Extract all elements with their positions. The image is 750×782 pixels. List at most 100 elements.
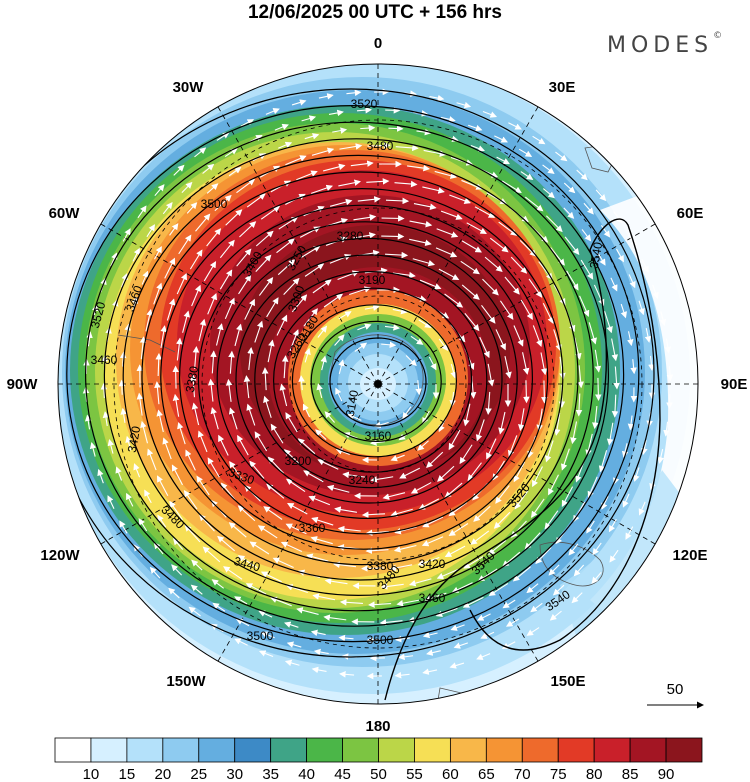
wind-vector (422, 516, 444, 528)
wind-vector (197, 430, 208, 453)
wind-vector (417, 556, 440, 567)
wind-vector (140, 420, 149, 444)
wind-vector (239, 221, 257, 238)
wind-vector (191, 402, 200, 426)
wind-vector (444, 482, 463, 499)
wind-vector (279, 383, 288, 407)
wind-vector (257, 525, 278, 539)
wind-vector (501, 180, 522, 193)
wind-vector (207, 292, 217, 315)
wind-vector (156, 409, 164, 433)
wind-vector (169, 500, 183, 521)
contour-label: 3190 (359, 273, 386, 287)
wind-vector (178, 234, 192, 255)
wind-vector (616, 248, 624, 263)
wind-vector (298, 375, 305, 391)
colorbar-swatch (126, 737, 164, 763)
wind-vector (389, 564, 413, 572)
wind-vector (243, 375, 251, 399)
wind-vector (548, 564, 560, 576)
wind-vector (581, 229, 592, 242)
wind-vector (549, 610, 562, 621)
wind-vector (237, 434, 249, 456)
wind-vector (461, 179, 483, 190)
wind-vector (518, 408, 525, 432)
wind-vector (436, 569, 459, 580)
wind-vector (338, 359, 345, 375)
wind-vector (502, 551, 521, 568)
wind-vector (451, 582, 473, 593)
wind-vector (338, 634, 354, 642)
wind-vector (240, 119, 255, 127)
longitude-label: 180 (365, 718, 390, 735)
wind-vector (470, 530, 490, 545)
wind-vector (220, 482, 236, 501)
wind-vector (102, 411, 110, 427)
wind-vector (366, 178, 390, 185)
wind-vector (504, 355, 512, 379)
wind-vector (514, 490, 529, 510)
wind-vector (115, 466, 123, 481)
wind-vector (202, 163, 215, 174)
colorbar-tick-label: 25 (190, 766, 207, 782)
wind-vector (310, 536, 333, 545)
wind-vector (519, 239, 537, 257)
wind-vector (396, 599, 420, 607)
wind-vector (449, 194, 471, 204)
wind-vector (301, 115, 317, 122)
wind-vector (291, 294, 308, 313)
wind-vector (482, 110, 498, 118)
wind-vector (611, 394, 619, 418)
wind-vector (498, 221, 518, 236)
wind-vector (532, 466, 543, 488)
wind-vector (202, 546, 221, 563)
colorbar-swatch (342, 737, 379, 763)
wind-vector (422, 631, 438, 639)
contour-label: 3420 (419, 557, 446, 571)
colorbar-swatch (449, 737, 487, 763)
wind-vector (237, 555, 258, 569)
wind-vector (119, 520, 128, 534)
contour-label: 3500 (201, 197, 228, 211)
wind-vector (254, 320, 264, 343)
wind-vector (195, 213, 211, 232)
wind-vector (237, 505, 256, 522)
wind-vector (486, 438, 497, 460)
wind-vector (153, 282, 163, 305)
wind-vector (235, 618, 250, 627)
wind-vector (609, 549, 619, 563)
wind-vector (528, 278, 543, 298)
wind-vector (587, 476, 598, 499)
wind-vector (120, 407, 127, 423)
wind-vector (320, 355, 327, 371)
wind-vector (652, 284, 659, 300)
wind-vector (300, 245, 321, 259)
wind-vector (203, 261, 217, 282)
wind-vector (219, 239, 235, 259)
wind-vector (310, 629, 326, 637)
wind-vector (380, 583, 404, 590)
wind-vector (249, 460, 265, 479)
wind-vector (426, 649, 441, 656)
wind-vector (591, 406, 599, 430)
colorbar-swatch (198, 737, 236, 763)
height-contour (141, 171, 579, 581)
wind-vector (246, 193, 266, 208)
wind-vector (438, 338, 449, 352)
wind-vector (357, 323, 372, 331)
wind-vector (132, 247, 140, 262)
wind-vector (395, 144, 419, 152)
contour-label: 3280 (337, 229, 364, 243)
south-pole-marker (374, 380, 382, 388)
wind-vector (265, 108, 280, 115)
wind-vector (210, 350, 217, 374)
height-contour (254, 271, 488, 489)
wind-vector (591, 571, 602, 584)
wind-vector (563, 207, 575, 219)
colorbar-swatch (234, 737, 272, 763)
wind-vector (526, 627, 540, 636)
wind-vector (346, 89, 362, 97)
wind-vector (317, 459, 339, 470)
wind-vector (297, 438, 316, 455)
wind-vector (573, 564, 585, 577)
